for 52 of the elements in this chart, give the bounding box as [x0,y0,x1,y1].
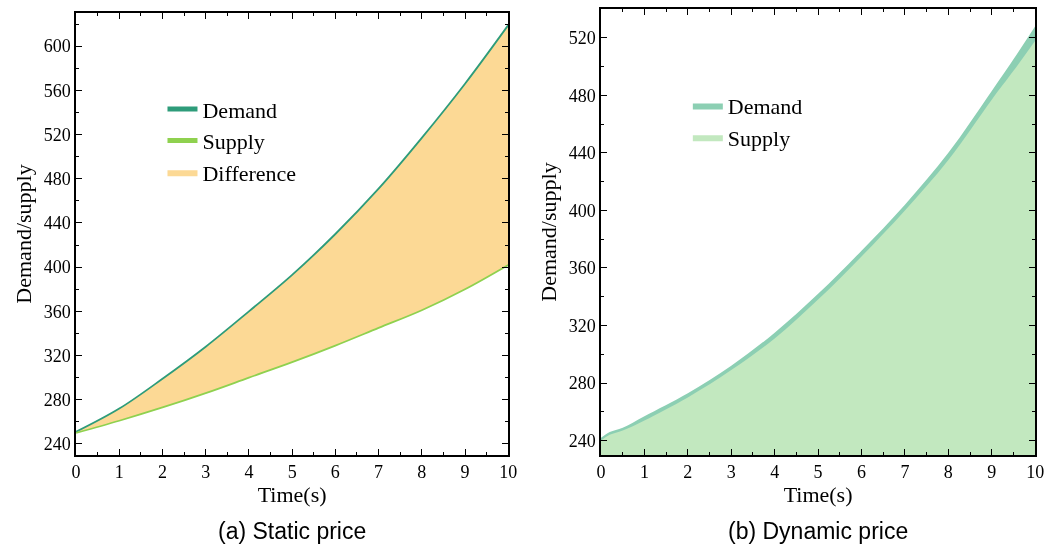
y-tick-label: 520 [43,124,71,145]
x-tick-label: 1 [114,462,124,483]
y-tick-label: 280 [43,390,71,411]
legend-label: Supply [727,125,791,151]
x-tick-label: 1 [639,462,649,483]
text: (a) Static price [218,518,367,544]
x-axis-title: Time(s) [257,482,327,508]
x-tick-label: 8 [417,462,427,483]
x-tick-label: 3 [201,462,211,483]
y-tick-label: 480 [43,169,71,190]
x-tick-label: 5 [287,462,297,483]
x-tick-label: 4 [244,462,254,483]
text: (b) Dynamic price [728,518,909,544]
y-tick-label: 280 [568,373,596,394]
x-tick-label: 0 [596,462,606,483]
y-tick-label: 600 [43,36,71,57]
y-tick-label: 360 [43,301,71,322]
x-tick-label: 7 [900,462,910,483]
y-tick-label: 240 [568,430,596,451]
y-tick-label: 320 [568,315,596,336]
y-tick-label: 360 [568,258,596,279]
y-tick-label: 320 [43,345,71,366]
legend-label: Difference [202,160,297,186]
x-tick-label: 9 [460,462,470,483]
y-tick-label: 400 [568,200,596,221]
x-tick-label: 3 [726,462,736,483]
y-tick-label: 520 [568,28,596,49]
x-tick-label: 7 [374,462,384,483]
x-axis-title: Time(s) [783,482,853,508]
y-axis-title: Demand/supply [535,162,561,302]
x-tick-label: 9 [987,462,997,483]
line-series [76,264,509,434]
x-tick-label: 4 [770,462,780,483]
x-tick-label: 5 [813,462,823,483]
x-tick-label: 2 [157,462,167,483]
y-tick-label: 440 [43,213,71,234]
x-tick-label: 0 [71,462,81,483]
y-tick-label: 560 [43,80,71,101]
y-tick-label: 400 [43,257,71,278]
y-tick-label: 240 [43,434,71,455]
x-tick-label: 8 [943,462,953,483]
x-tick-label: 6 [330,462,340,483]
x-tick-label: 6 [857,462,866,483]
y-tick-label: 480 [568,85,596,106]
legend-label: Demand [727,94,803,120]
x-tick-label: 2 [683,462,693,483]
y-axis-title: Demand/supply [11,164,36,304]
y-tick-label: 440 [568,143,596,164]
x-tick-label: 10 [499,462,518,483]
legend-label: Supply [202,129,265,155]
legend-label: Demand [202,97,278,123]
x-tick-label: 10 [1026,462,1045,483]
